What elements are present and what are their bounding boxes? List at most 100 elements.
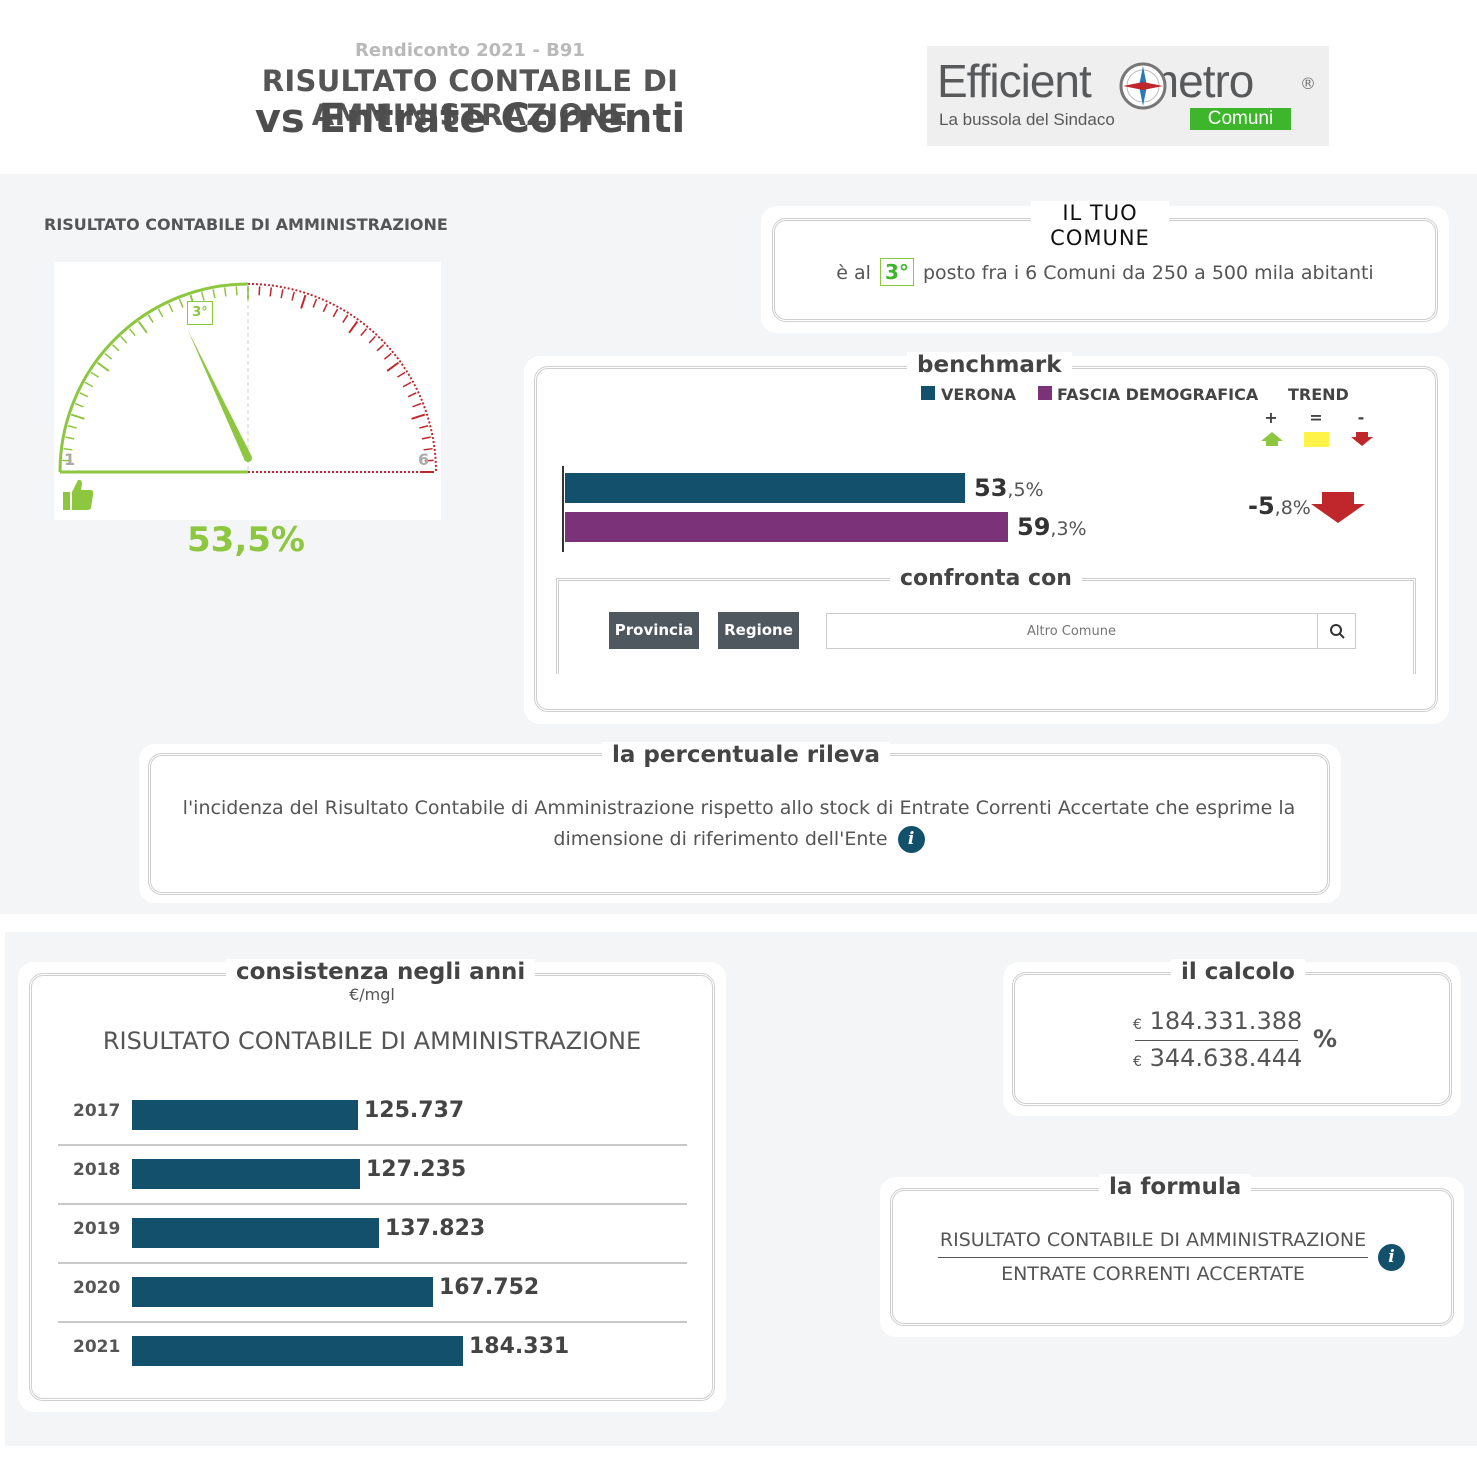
gauge-tick (168, 303, 174, 313)
logo-word-left: Efficient (937, 55, 1092, 107)
year-value-label: 167.752 (439, 1275, 540, 1300)
gauge-tick (300, 294, 307, 309)
registered-mark: ® (1300, 74, 1316, 93)
search-button[interactable] (1317, 614, 1356, 648)
gauge-tick (342, 314, 349, 323)
gauge-max-label: 6 (418, 450, 430, 469)
formula-info-icon[interactable]: i (1378, 1244, 1405, 1271)
row-divider (58, 1144, 687, 1146)
year-label: 2018 (73, 1160, 121, 1180)
consistenza-title: consistenza negli anni (226, 959, 536, 985)
gauge-tick (419, 425, 429, 429)
legend-label-fascia: FASCIA DEMOGRAFICA (1057, 385, 1259, 404)
benchmark-bar-verona (565, 473, 965, 503)
gauge-tick (62, 459, 72, 462)
year-value-label: 125.737 (364, 1098, 465, 1123)
gauge-tick (74, 402, 84, 408)
gauge-tick (120, 335, 128, 344)
trend-equal-label: = (1309, 408, 1323, 427)
thumbs-up-icon (63, 479, 94, 510)
year-bar (132, 1159, 360, 1189)
consistenza-chart-title: RISULTATO CONTABILE DI AMMINISTRAZIONE (102, 1027, 642, 1055)
calcolo-fraction-line (1135, 1040, 1298, 1041)
trend-value: -5,8% (1248, 492, 1311, 520)
gauge-dial (58, 282, 437, 474)
rank-sentence: è al 3° posto fra i 6 Comuni da 250 a 50… (836, 258, 1374, 286)
search-icon (1330, 624, 1345, 639)
year-bar (132, 1336, 463, 1366)
logo-comuni-badge: Comuni (1190, 108, 1291, 130)
legend-label-verona: VERONA (941, 385, 1017, 404)
gauge-tick (104, 352, 113, 360)
trend-minus-label: - (1357, 408, 1365, 427)
report-subtitle: Rendiconto 2021 - B91 (355, 40, 585, 61)
benchmark-title: benchmark (907, 352, 1072, 378)
gauge-tick (423, 447, 433, 451)
gauge-rank-badge: 3° (187, 301, 213, 325)
calcolo-numerator: € 184.331.388 (1133, 1007, 1303, 1035)
benchmark-value-verona: 53,5% (974, 474, 1044, 502)
year-label: 2020 (73, 1278, 121, 1298)
trend-down-arrow-large-icon (1311, 492, 1365, 523)
percentuale-title: la percentuale rileva (602, 742, 891, 768)
gauge-tick (411, 413, 426, 420)
gauge-tick (212, 289, 216, 299)
consistenza-card: consistenza negli anni €/mgl RISULTATO C… (18, 959, 726, 1412)
info-icon[interactable]: i (897, 826, 925, 853)
benchmark-bar-fascia (565, 512, 1008, 542)
percentuale-card: la percentuale rileva l'incidenza del Ri… (139, 742, 1341, 903)
altro-comune-search (826, 613, 1356, 649)
trend-title: TREND (1288, 385, 1349, 404)
trend-up-arrow-icon (1261, 432, 1283, 446)
gauge-tick (79, 392, 89, 398)
gauge-title: RISULTATO CONTABILE DI AMMINISTRAZIONE (44, 215, 448, 234)
consistenza-unit: €/mgl (349, 985, 395, 1004)
gauge-tick (67, 425, 77, 429)
gauge-tick (65, 436, 75, 440)
consistenza-bar-chart: 2017 125.737 2018 127.235 2019 137.823 2020 167… (18, 962, 726, 1412)
formula-fraction-line (938, 1257, 1368, 1258)
rank-badge: 3° (879, 258, 914, 286)
year-label: 2021 (73, 1337, 121, 1357)
percentuale-description-line1: l'incidenza del Risultato Contabile di A… (182, 797, 1296, 819)
gauge-tick (412, 402, 422, 408)
gauge-needle (187, 329, 252, 460)
formula-denominator: ENTRATE CORRENTI ACCERTATE (1001, 1263, 1305, 1285)
gauge-tick (360, 328, 368, 337)
gauge-tick (312, 298, 318, 308)
gauge-tick (386, 361, 400, 372)
gauge-tick (383, 352, 392, 360)
efficientometro-logo: Efficient metro ® La bussola del Sindaco … (927, 46, 1329, 146)
year-bar (132, 1218, 379, 1248)
gauge-tick (223, 287, 227, 297)
gauge-tick (178, 298, 184, 308)
confronta-title: confronta con (890, 566, 1082, 591)
gauge-tick (235, 286, 238, 296)
gauge-tick (332, 308, 339, 318)
benchmark-axis (562, 466, 564, 552)
gauge-value: 53,5% (187, 520, 305, 560)
calcolo-percent-sign: % (1313, 1025, 1338, 1053)
year-bar (132, 1277, 433, 1307)
altro-comune-input[interactable] (827, 614, 1316, 648)
calcolo-title: il calcolo (1171, 959, 1305, 985)
gauge-tick (137, 320, 148, 334)
regione-button[interactable]: Regione (718, 612, 799, 649)
trend-equal-icon (1304, 432, 1329, 447)
formula-title: la formula (1099, 1174, 1252, 1200)
gauge-tick (90, 371, 99, 378)
page-title: RISULTATO CONTABILE DI AMMINISTRAZIONE (261, 64, 679, 132)
trend-plus-label: + (1264, 408, 1278, 427)
gauge-tick (376, 344, 385, 352)
gauge-tick (421, 436, 431, 440)
gauge-tick (280, 289, 284, 299)
gauge-tick (111, 344, 120, 352)
gauge-tick (424, 459, 434, 462)
gauge-tick (397, 371, 406, 378)
gauge-tick (407, 392, 417, 398)
gauge-min-label: 1 (64, 450, 76, 469)
year-value-label: 127.235 (366, 1157, 467, 1182)
gauge-tick (348, 320, 359, 334)
legend-swatch-fascia (1038, 386, 1052, 400)
provincia-button[interactable]: Provincia (609, 612, 699, 649)
